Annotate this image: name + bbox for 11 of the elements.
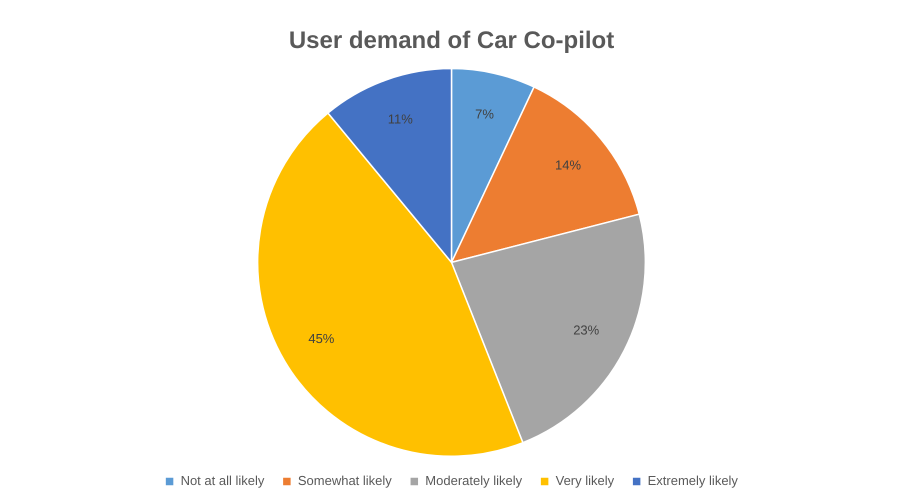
data-label: 11%	[388, 112, 414, 127]
legend-label: Moderately likely	[425, 473, 523, 488]
chart-title: User demand of Car Co-pilot	[288, 27, 614, 54]
data-label: 7%	[475, 106, 494, 122]
legend-label: Somewhat likely	[298, 473, 392, 488]
legend-label: Extremely likely	[648, 473, 738, 488]
legend-label: Very likely	[556, 473, 615, 488]
data-label: 14%	[554, 158, 582, 173]
data-label: 45%	[308, 330, 335, 346]
legend-label: Not at all likely	[180, 473, 265, 488]
data-label: 23%	[573, 322, 600, 338]
